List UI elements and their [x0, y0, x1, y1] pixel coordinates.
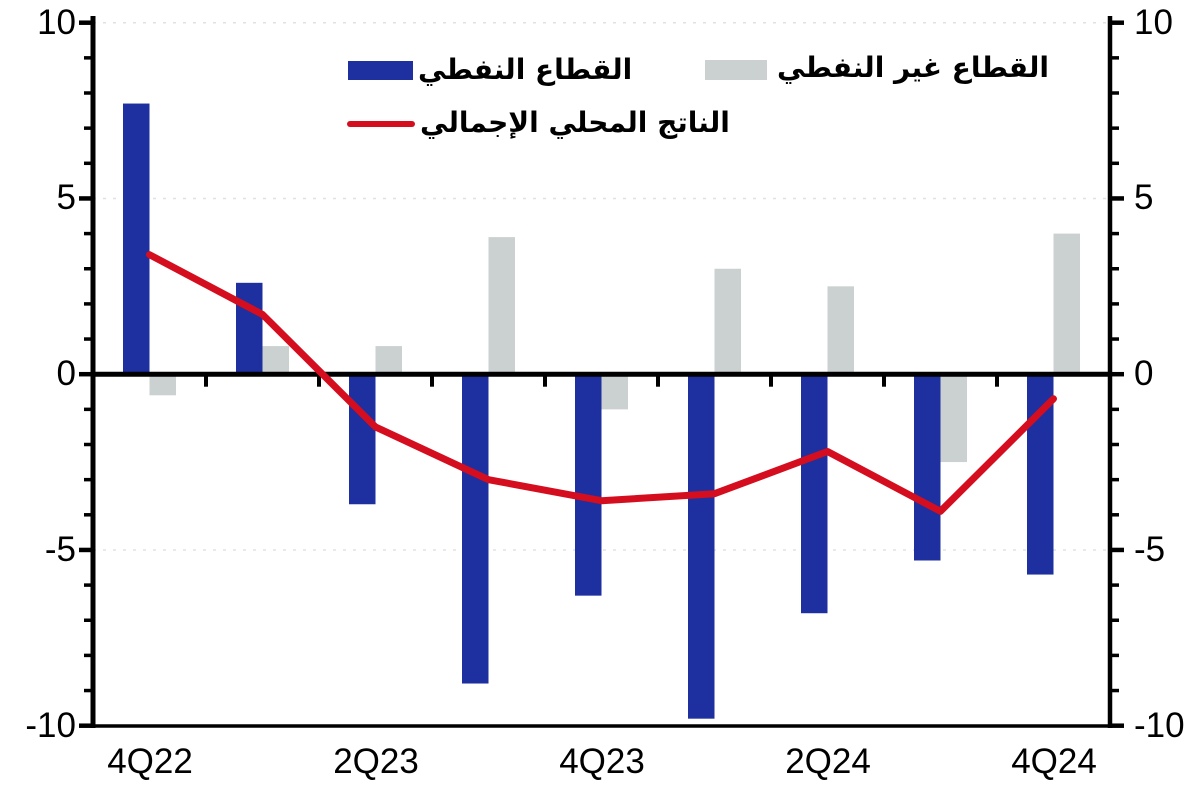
legend-label-oil-sector: القطاع النفطي	[418, 53, 633, 86]
y-axis-label-left: 10	[37, 3, 76, 42]
bar-oil-2Q24	[801, 374, 828, 614]
bar-nonoil-2Q23	[375, 346, 402, 375]
bar-nonoil-4Q23	[601, 374, 628, 410]
x-axis-label: 2Q24	[785, 742, 871, 781]
bar-nonoil-3Q24	[940, 374, 967, 463]
bar-nonoil-2Q24	[827, 286, 854, 375]
gdp-line	[146, 251, 1057, 515]
y-axis-label-left: 0	[56, 354, 76, 393]
bar-oil-3Q23	[462, 374, 489, 684]
y-axis-label-right: -5	[1134, 530, 1166, 569]
y-axis-label-right: -10	[1134, 706, 1185, 745]
bar-oil-3Q24	[914, 374, 941, 561]
bar-oil-1Q23	[236, 282, 263, 375]
y-axis-label-right: 10	[1134, 3, 1173, 42]
bar-nonoil-4Q24	[1053, 233, 1080, 375]
bar-oil-1Q24	[688, 374, 715, 719]
y-axis-label-left: -10	[25, 706, 76, 745]
y-axis-label-right: 5	[1134, 178, 1154, 217]
y-axis-label-left: 5	[56, 178, 76, 217]
x-axis-label: 4Q23	[559, 742, 645, 781]
legend-swatch-gdp-line	[347, 121, 415, 127]
x-axis-label: 2Q23	[333, 742, 419, 781]
bar-nonoil-1Q24	[714, 268, 741, 375]
legend-label-non-oil-sector: القطاع غير النفطي	[777, 51, 1049, 84]
bar-nonoil-4Q22	[149, 374, 176, 396]
x-axis-label: 4Q24	[1011, 742, 1097, 781]
bar-nonoil-3Q23	[488, 237, 515, 375]
bar-oil-2Q23	[349, 374, 376, 505]
x-axis-label: 4Q22	[107, 742, 193, 781]
legend-swatch-oil-sector	[348, 61, 413, 80]
y-axis-label-right: 0	[1134, 354, 1154, 393]
bar-nonoil-1Q23	[262, 346, 289, 375]
bar-oil-4Q23	[575, 374, 602, 596]
legend-swatch-non-oil-sector	[705, 60, 767, 80]
y-axis-label-left: -5	[44, 530, 76, 569]
legend-label-gdp: الناتج المحلي الإجمالي	[420, 106, 730, 139]
bar-oil-4Q22	[123, 103, 150, 375]
